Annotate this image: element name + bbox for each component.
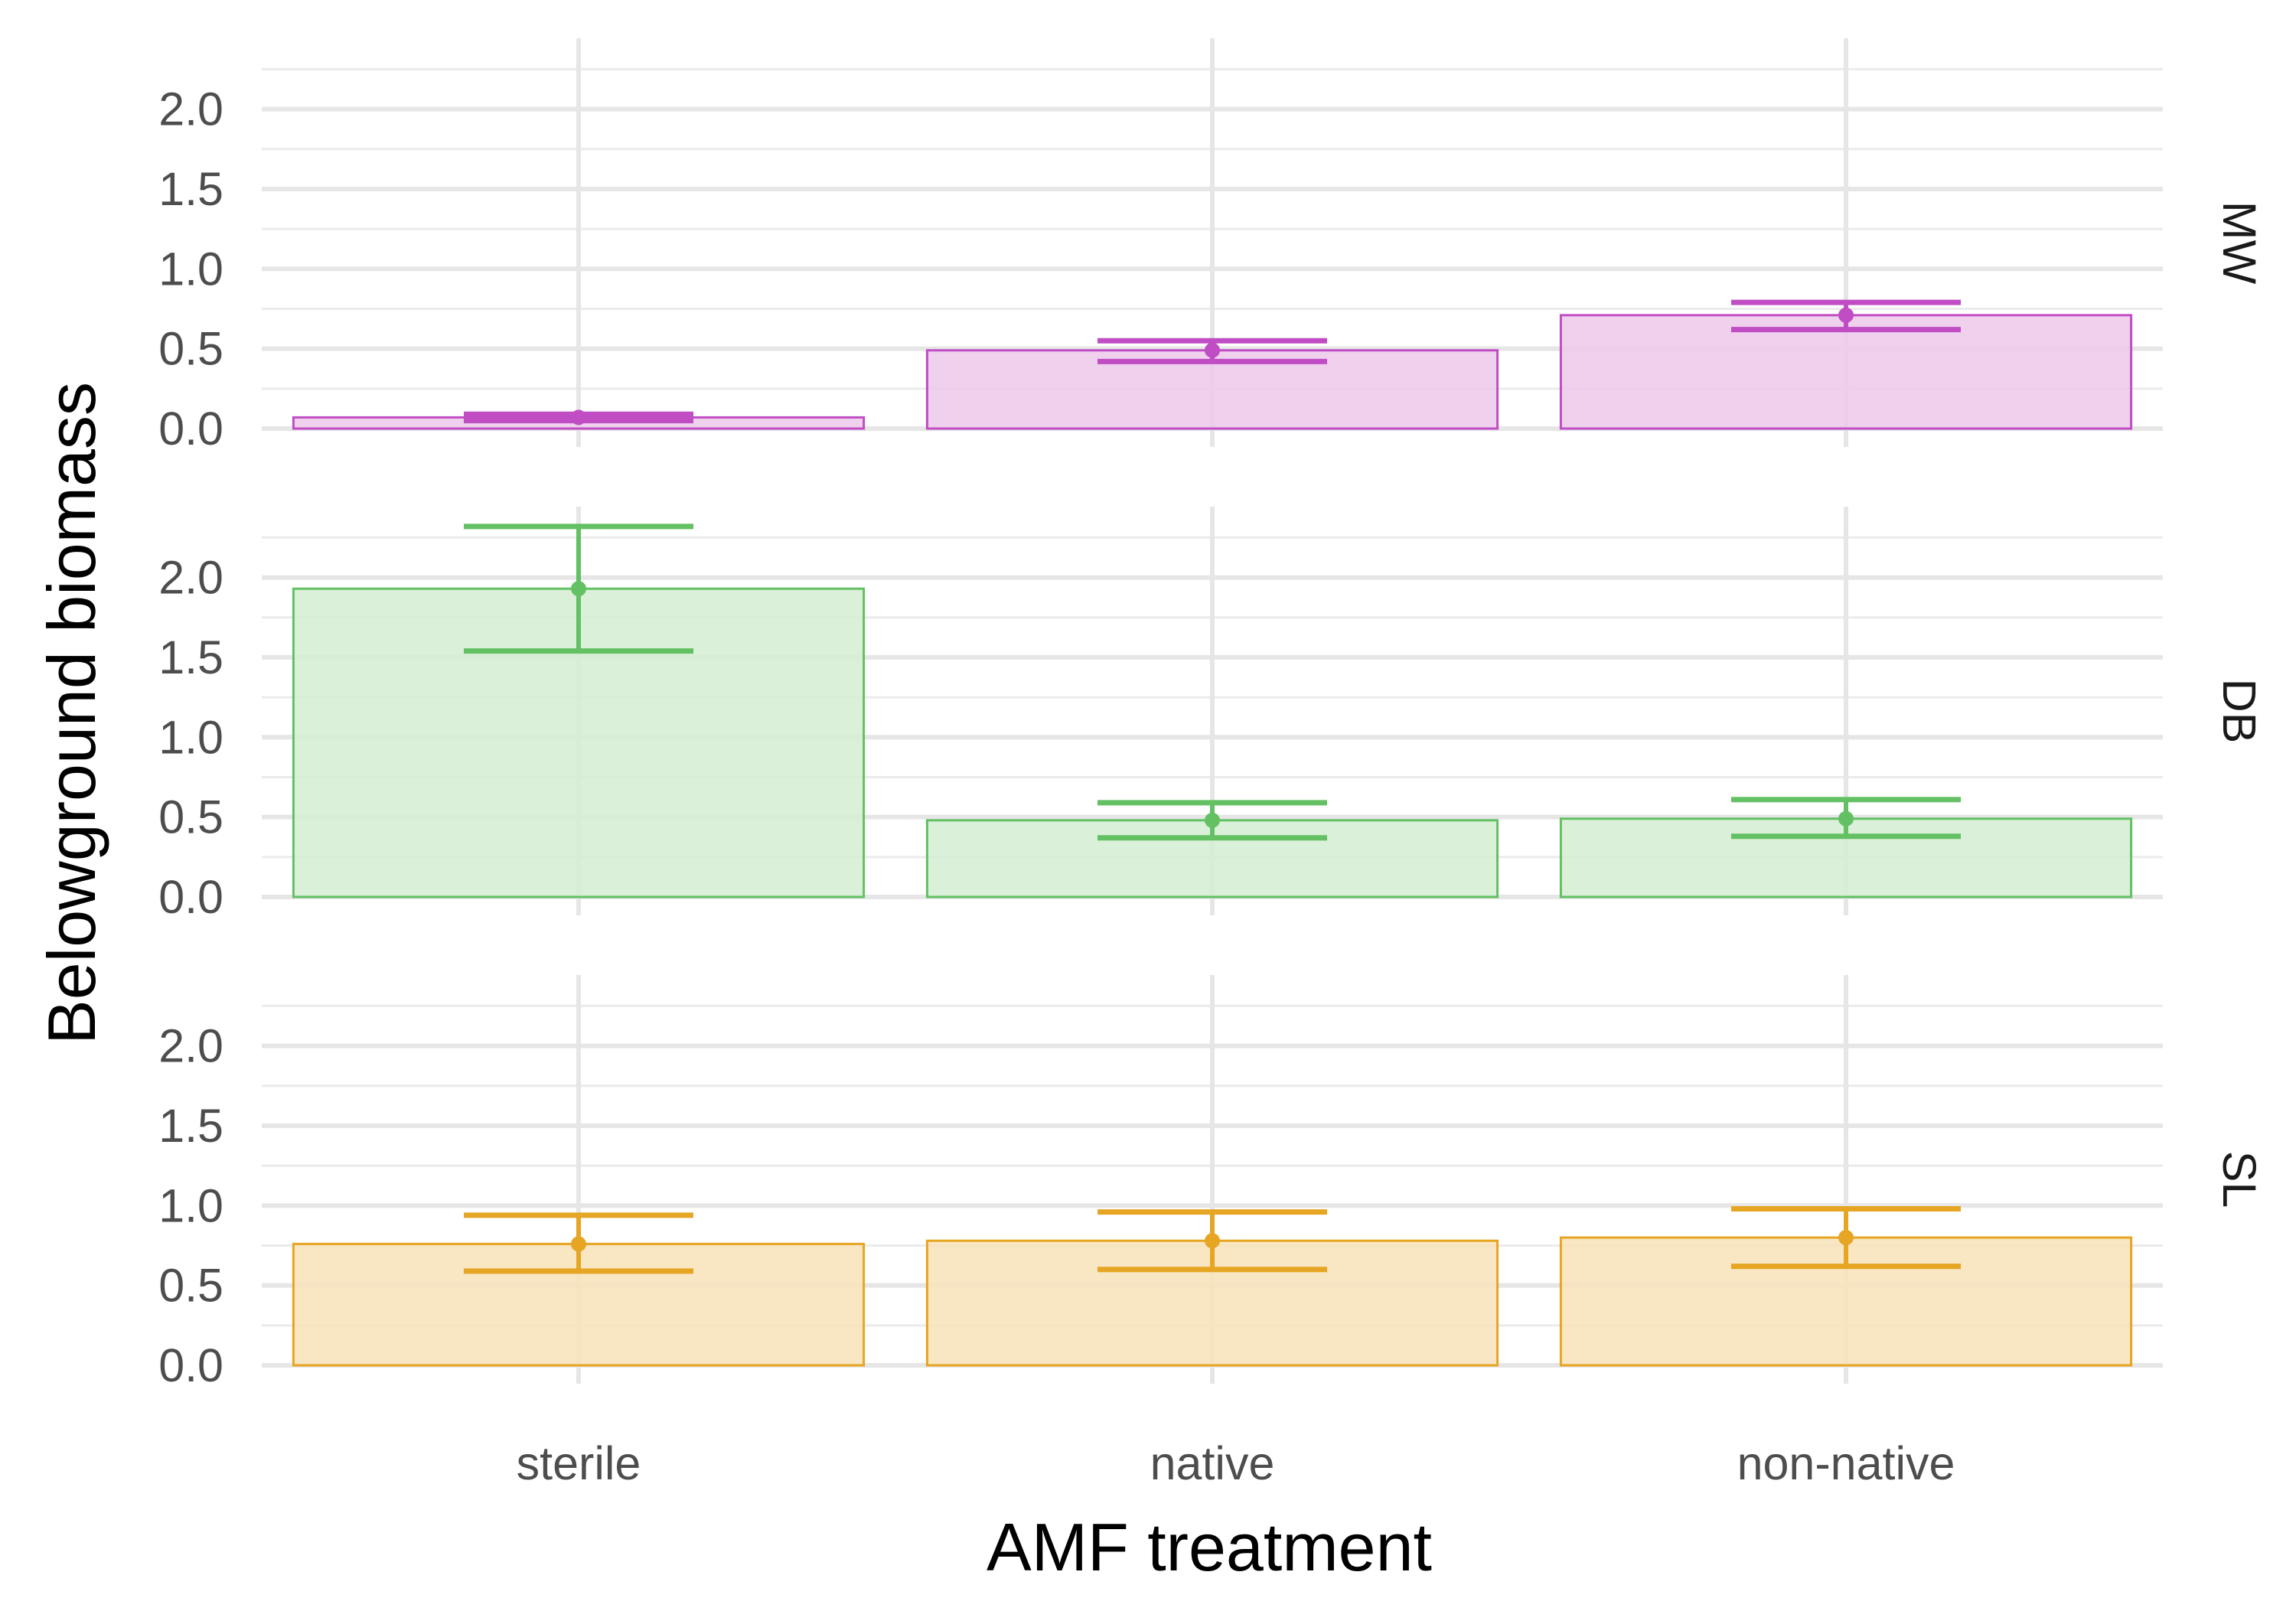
mean-point — [571, 581, 586, 597]
mean-point — [1838, 810, 1854, 827]
y-tick-label: 0.0 — [158, 1339, 223, 1391]
y-tick-label: 0.5 — [158, 323, 223, 375]
x-tick-label-non-native: non-native — [1737, 1437, 1955, 1489]
y-tick-label: 2.0 — [158, 1020, 223, 1072]
y-tick-label: 0.5 — [158, 1260, 223, 1312]
mean-point — [1838, 1230, 1854, 1246]
y-tick-label: 1.5 — [158, 631, 223, 683]
mean-point — [1205, 1233, 1220, 1249]
y-tick-label: 0.0 — [158, 871, 223, 923]
x-tick-label-sterile: sterile — [517, 1437, 641, 1489]
facet-panel-sl: 0.0 0.5 1.0 1.5 2.0 SL — [158, 975, 2265, 1391]
panels-layer: 0.0 0.5 1.0 1.5 2.0 MW 0.0 0.5 1.0 1.5 2.0 DB 0.0 0.5… — [158, 38, 2265, 1391]
facet-panel-db: 0.0 0.5 1.0 1.5 2.0 DB — [158, 507, 2265, 923]
facet-label-sl: SL — [2213, 1151, 2265, 1208]
y-tick-label: 1.5 — [158, 1100, 223, 1152]
facet-label-db: DB — [2213, 679, 2265, 744]
y-axis-title: Belowground biomass — [34, 382, 109, 1045]
y-tick-label: 0.0 — [158, 403, 223, 455]
x-tick-label-native: native — [1150, 1437, 1275, 1489]
mean-point — [1205, 812, 1220, 828]
mean-point — [1205, 342, 1220, 358]
y-tick-label: 2.0 — [158, 552, 223, 604]
mean-point — [571, 1236, 586, 1252]
y-tick-label: 1.0 — [158, 1179, 223, 1231]
x-axis-title: AMF treatment — [987, 1509, 1432, 1585]
y-tick-label: 1.0 — [158, 243, 223, 295]
y-tick-label: 0.5 — [158, 791, 223, 843]
y-tick-label: 1.5 — [158, 163, 223, 215]
y-tick-label: 1.0 — [158, 711, 223, 763]
mean-point — [1838, 307, 1854, 323]
bar-mw-non-native — [1559, 314, 2133, 430]
facet-panel-mw: 0.0 0.5 1.0 1.5 2.0 MW — [158, 38, 2265, 455]
x-axis-ticks: sterile native non-native — [517, 1437, 1955, 1489]
y-tick-label: 2.0 — [158, 83, 223, 135]
mean-point — [571, 409, 586, 426]
facet-label-mw: MW — [2213, 201, 2265, 285]
